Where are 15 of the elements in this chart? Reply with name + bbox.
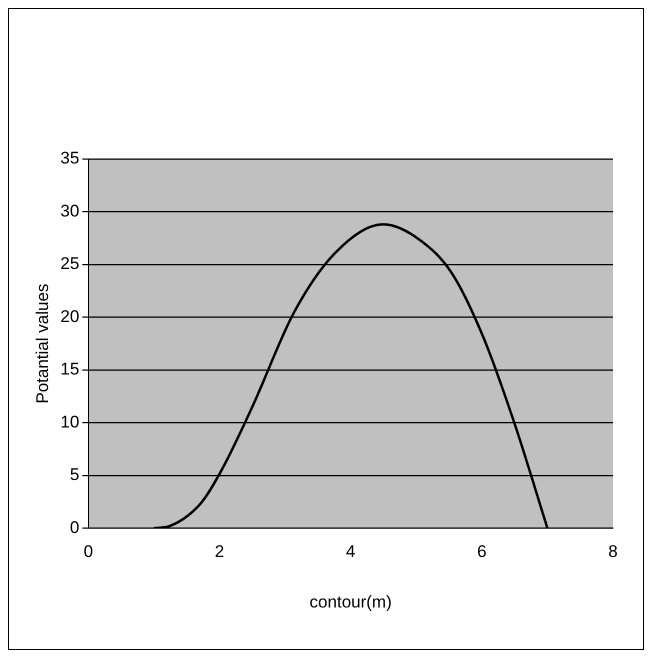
- y-tick-label: 30: [60, 201, 80, 220]
- y-tick-label: 25: [60, 254, 80, 274]
- x-tick-label: 4: [346, 542, 356, 562]
- y-axis-title: Potantial values: [32, 284, 52, 404]
- y-tick-label: 35: [60, 148, 80, 168]
- y-tick-label: 20: [60, 306, 80, 326]
- x-tick-label: 6: [477, 542, 487, 562]
- y-tick-label: 10: [60, 412, 80, 432]
- y-tick-label: 5: [70, 465, 80, 484]
- x-tick-label: 0: [84, 542, 94, 562]
- y-tick-label: 15: [60, 360, 80, 379]
- x-tick-label: 8: [608, 542, 618, 562]
- x-tick-label: 2: [214, 542, 224, 562]
- x-axis-title: contour(m): [310, 592, 392, 612]
- y-tick-label: 0: [70, 518, 80, 537]
